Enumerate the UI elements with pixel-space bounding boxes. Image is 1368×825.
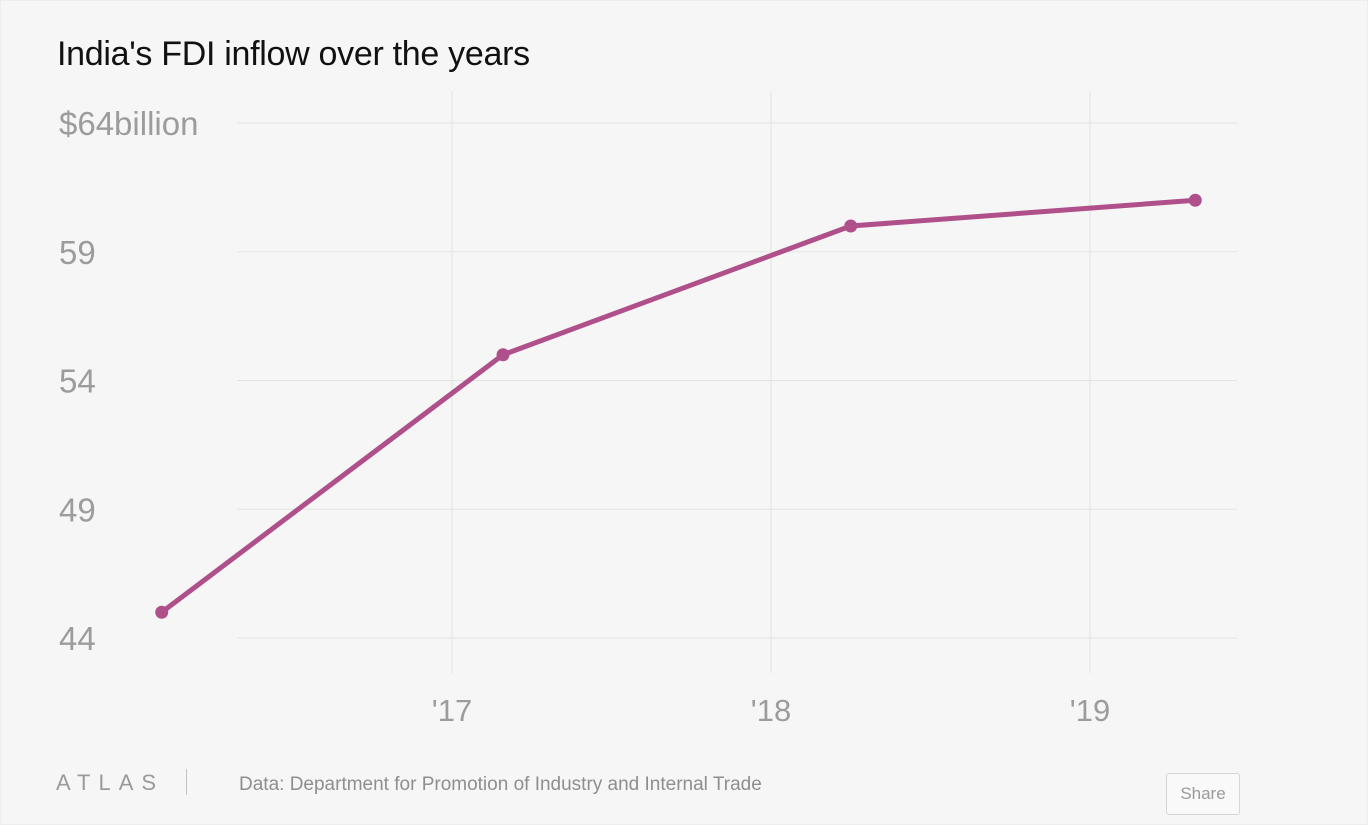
share-button[interactable]: Share	[1166, 773, 1240, 815]
x-tick-label: '19	[1070, 693, 1110, 728]
data-point[interactable]	[496, 348, 510, 362]
data-point[interactable]	[1188, 193, 1202, 207]
y-axis-ticks: 44 49 54 59 $64billion	[59, 105, 198, 657]
data-point[interactable]	[155, 605, 169, 619]
footer-divider	[186, 769, 187, 795]
x-tick-label: '18	[751, 693, 791, 728]
series-line	[159, 197, 1198, 615]
data-source: Data: Department for Promotion of Indust…	[239, 774, 762, 795]
y-tick-label: $64billion	[59, 105, 198, 142]
data-point[interactable]	[844, 219, 858, 233]
y-tick-label: 54	[59, 363, 96, 400]
y-tick-label: 49	[59, 491, 96, 528]
x-tick-label: '17	[432, 693, 472, 728]
atlas-logo: ATLAS	[56, 770, 165, 795]
x-axis-ticks: '17 '18 '19	[432, 693, 1110, 728]
series	[155, 193, 1202, 619]
chart-title: India's FDI inflow over the years	[57, 35, 530, 73]
grid	[237, 91, 1237, 673]
y-tick-label: 59	[59, 234, 96, 271]
y-tick-label: 44	[59, 620, 96, 657]
